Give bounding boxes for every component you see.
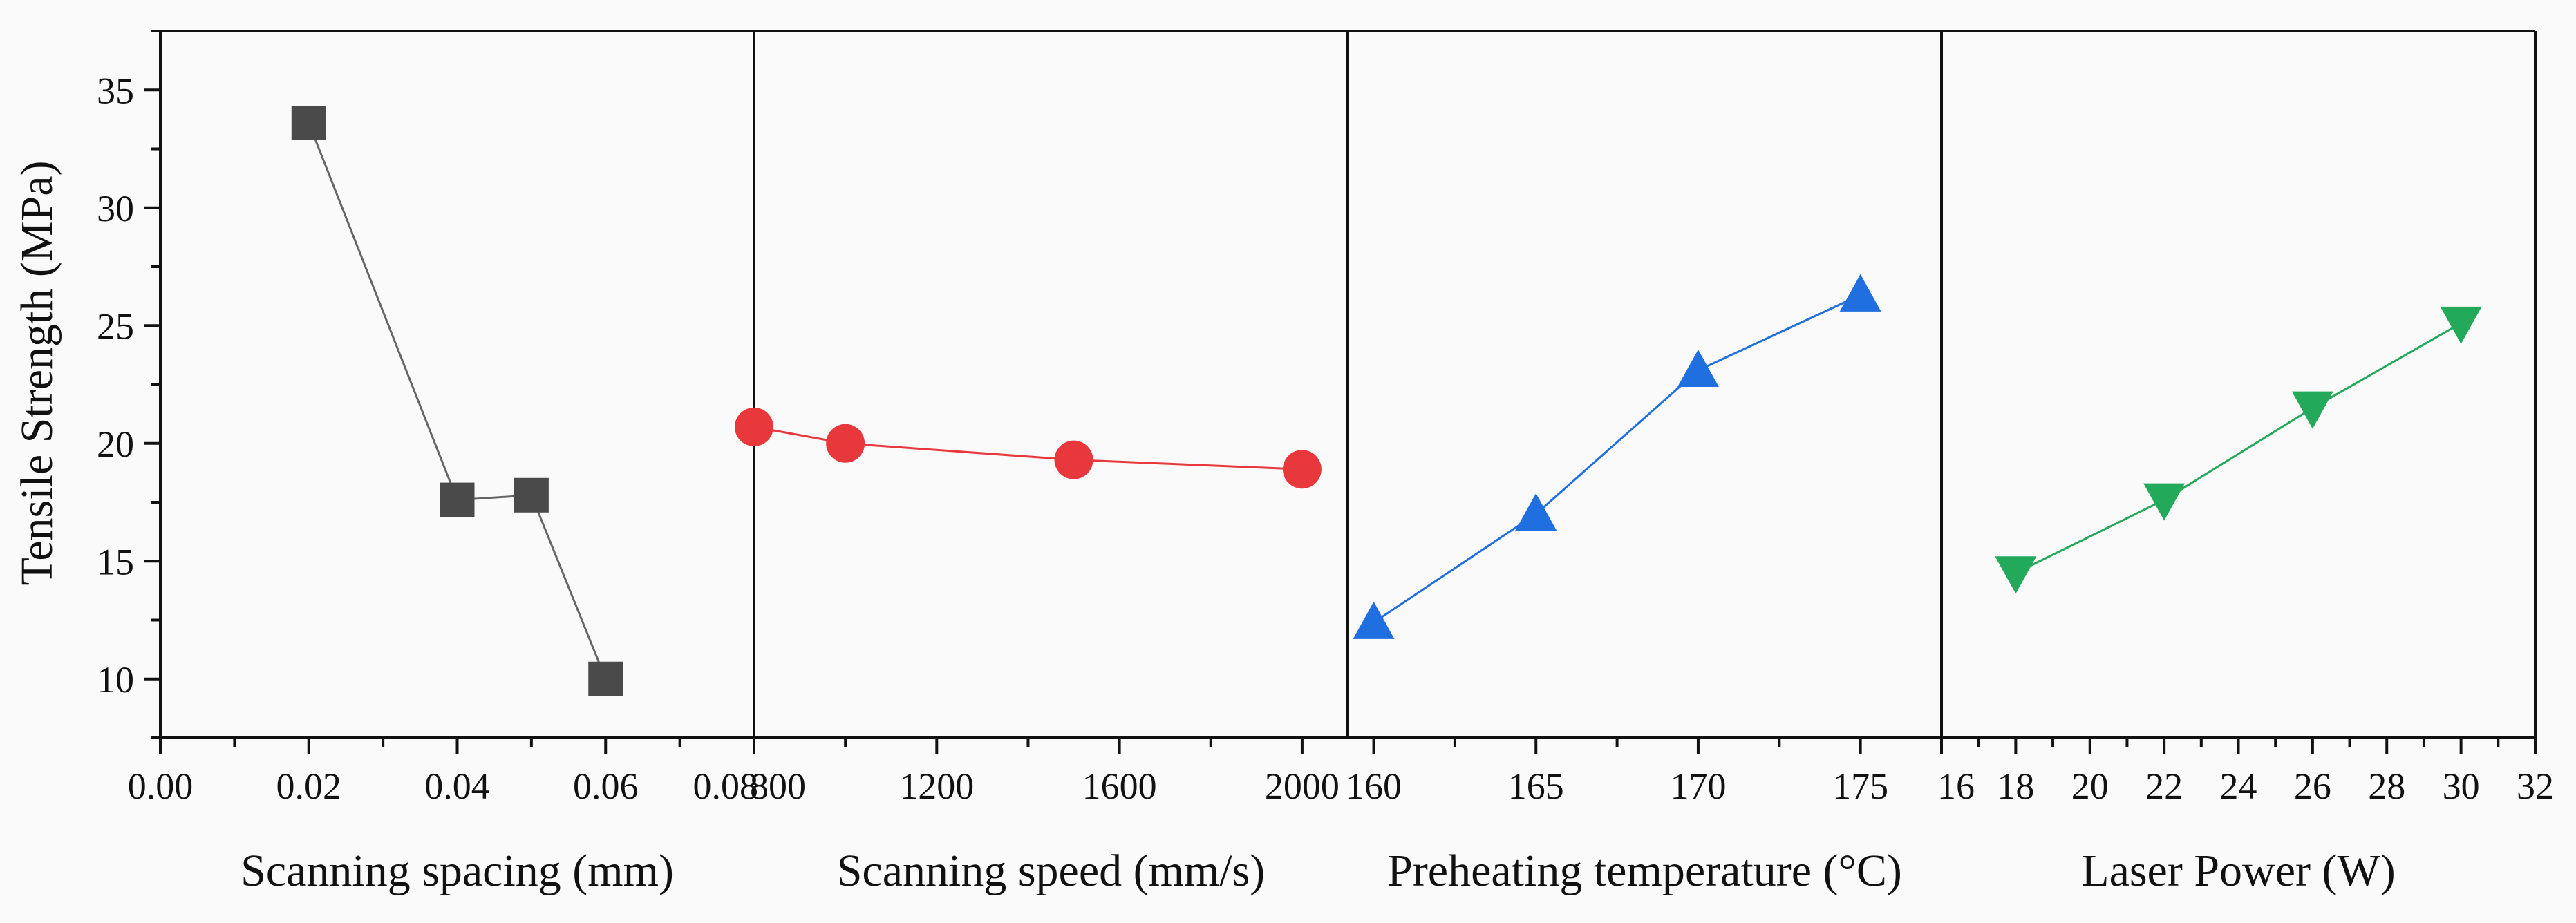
x-tick-label: 28: [2368, 765, 2405, 807]
x-tick-label: 26: [2294, 765, 2331, 807]
x-tick-label: 20: [2071, 765, 2109, 807]
series-line: [1373, 294, 1861, 624]
data-point: [1995, 556, 2037, 594]
data-point: [1054, 440, 1093, 479]
data-point: [2143, 483, 2185, 521]
data-point: [514, 477, 549, 513]
x-tick-label: 165: [1508, 765, 1564, 807]
y-axis-title: Tensile Strength (MPa): [12, 161, 62, 586]
series-line: [2015, 322, 2462, 574]
data-point: [291, 105, 326, 140]
x-tick-label: 800: [750, 765, 806, 807]
panels-group: 10 15 20 25 30 35 0.00 0.02 0.04 0.06 0.08 Scanning…: [97, 30, 2554, 896]
data-point: [1353, 601, 1395, 639]
y-tick-label: 35: [97, 70, 134, 111]
data-point: [1839, 274, 1881, 312]
x-axis-title: Scanning spacing (mm): [241, 846, 674, 896]
y-tick-label: 25: [97, 305, 134, 347]
x-tick-label: 18: [1997, 765, 2034, 807]
y-tick-label: 20: [97, 424, 134, 465]
x-tick-label: 170: [1670, 765, 1726, 807]
data-point: [2440, 306, 2482, 344]
x-tick-label: 160: [1346, 765, 1402, 807]
x-tick-label: 0.02: [276, 765, 342, 807]
data-point: [1282, 450, 1322, 489]
x-axis-title: Preheating temperature (°C): [1387, 846, 1902, 896]
x-tick-label: 32: [2517, 765, 2554, 807]
series-line: [308, 122, 607, 680]
data-point: [1515, 493, 1557, 531]
x-tick-label: 0.08: [693, 765, 759, 807]
x-tick-label: 24: [2220, 765, 2257, 807]
series-line: [753, 426, 1302, 470]
data-point: [735, 407, 773, 446]
x-tick-label: 0.06: [573, 765, 639, 807]
x-tick-label: 1200: [899, 765, 974, 807]
y-tick-label: 30: [97, 188, 134, 229]
data-point: [440, 482, 475, 517]
x-tick-label: 175: [1832, 765, 1888, 807]
y-tick-label: 10: [97, 659, 134, 701]
x-tick-label: 22: [2145, 765, 2183, 807]
y-tick-label: 15: [97, 541, 134, 582]
data-point: [1677, 350, 1719, 388]
data-point: [826, 424, 865, 463]
x-tick-label: 2000: [1265, 765, 1339, 807]
x-tick-label: 30: [2443, 765, 2480, 807]
x-tick-label: 16: [1937, 765, 1975, 807]
data-point: [2291, 391, 2333, 429]
x-axis-title: Scanning speed (mm/s): [837, 846, 1266, 896]
x-axis-title: Laser Power (W): [2081, 846, 2395, 896]
x-tick-label: 0.04: [424, 765, 490, 807]
x-tick-label: 0.00: [128, 765, 194, 807]
x-tick-label: 1600: [1082, 765, 1157, 807]
data-point: [588, 661, 623, 696]
